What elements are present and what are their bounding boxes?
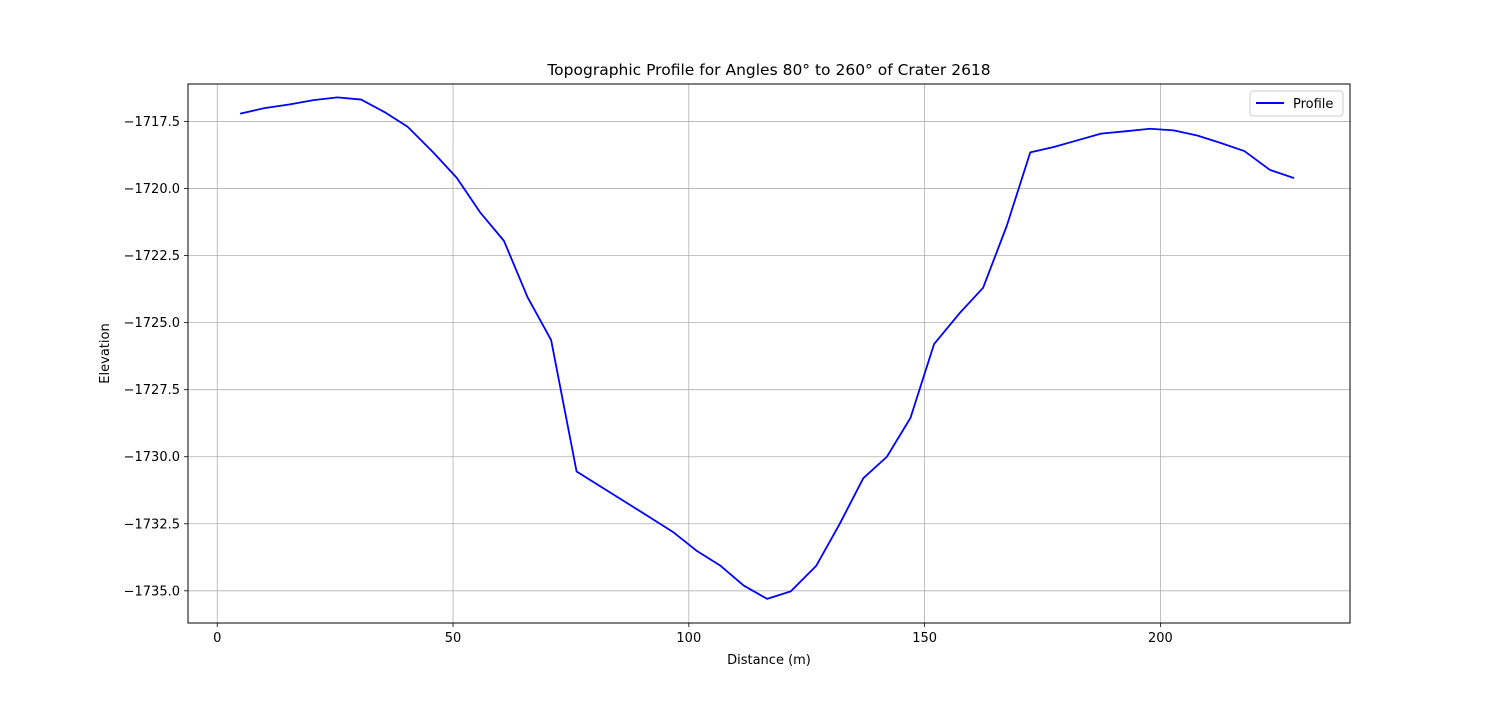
y-tick-label: −1725.0	[124, 316, 180, 331]
y-tick-label: −1730.0	[124, 450, 180, 465]
x-axis-label: Distance (m)	[727, 653, 811, 668]
x-axis: 0 50 100 150 200	[213, 623, 1173, 646]
grid-lines	[188, 84, 1350, 623]
y-tick-label: −1720.0	[124, 182, 180, 197]
chart-title: Topographic Profile for Angles 80° to 26…	[546, 61, 990, 79]
y-axis-label: Elevation	[98, 323, 113, 383]
legend-box	[1249, 90, 1344, 117]
x-tick-label: 150	[912, 631, 937, 646]
x-tick-label: 100	[676, 631, 701, 646]
y-axis: −1717.5 −1720.0 −1722.5 −1725.0 −1727.5 −1730…	[124, 115, 188, 599]
y-tick-label: −1735.0	[124, 584, 180, 599]
series-layer	[239, 96, 1295, 600]
x-tick-label: 0	[213, 631, 221, 646]
legend-label-profile: Profile	[1293, 97, 1333, 112]
series-line-profile	[239, 96, 1295, 600]
y-tick-label: −1717.5	[124, 115, 180, 130]
plot-frame	[187, 83, 1351, 624]
y-tick-label: −1722.5	[124, 249, 180, 264]
x-tick-label: 200	[1148, 631, 1173, 646]
y-tick-label: −1727.5	[124, 383, 180, 398]
x-tick-label: 50	[445, 631, 462, 646]
legend: Profile	[1249, 90, 1344, 117]
y-tick-label: −1732.5	[124, 517, 180, 532]
